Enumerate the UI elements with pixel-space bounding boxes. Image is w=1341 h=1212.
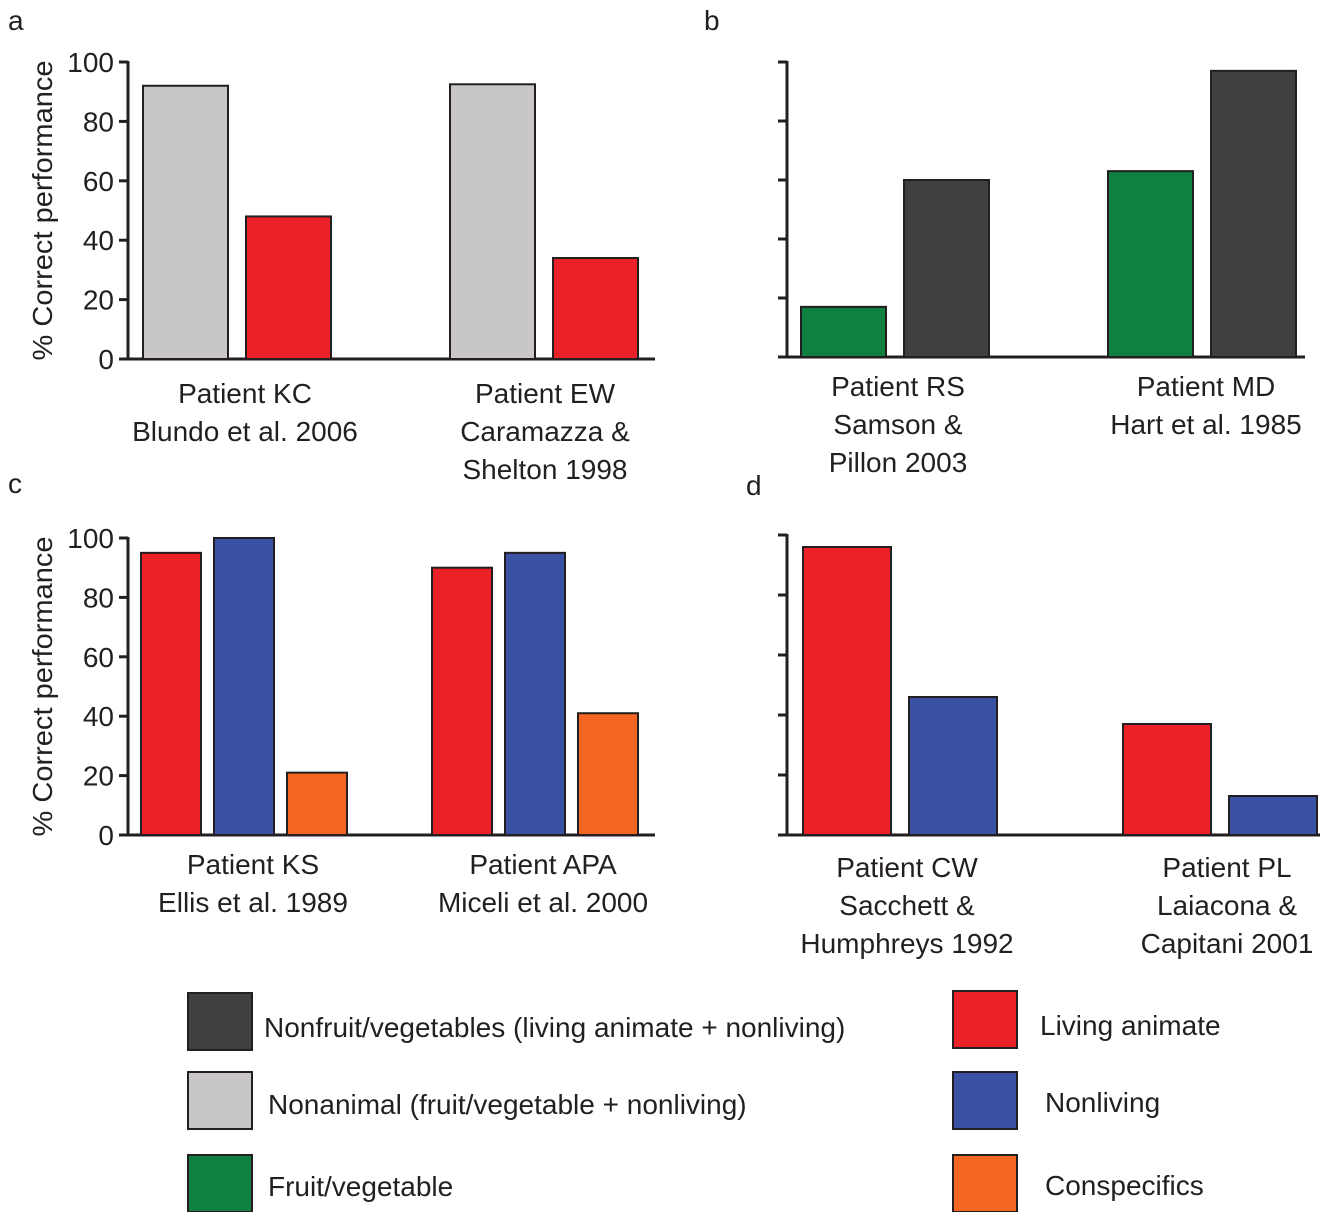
y-tick-label: 60 (83, 166, 114, 197)
group-label: Humphreys 1992 (800, 928, 1013, 959)
bar-conspecifics (286, 771, 348, 837)
group-label: Patient RS (831, 371, 965, 402)
group-label: Shelton 1998 (462, 454, 627, 485)
y-tick-label: 100 (67, 47, 114, 78)
group-label: Patient KC (178, 378, 312, 409)
group-label: Caramazza & (460, 416, 630, 447)
bar-nonanimal (449, 83, 536, 361)
y-tick-label: 60 (83, 642, 114, 673)
legend-swatch-nonliving (952, 1071, 1018, 1130)
y-tick-label: 0 (98, 344, 114, 375)
legend-label: Fruit/vegetable (268, 1171, 453, 1202)
bar-living-animate (552, 257, 639, 360)
panel-c: c 0 20 40 60 80 100 % Correct performance Patien… (8, 468, 655, 918)
y-axis-label: % Correct performance (27, 537, 58, 837)
bar-nonliving (504, 551, 566, 836)
group-label: Miceli et al. 2000 (438, 887, 648, 918)
bar-fruit-vegetable (800, 305, 887, 359)
panel-letter: d (746, 470, 762, 501)
y-tick-label: 40 (83, 225, 114, 256)
group-label: Patient EW (475, 378, 616, 409)
panel-d: d Patient CW Sacchett & Humphreys 1992 Patie… (746, 470, 1320, 959)
legend-swatch-conspecifics (952, 1154, 1018, 1212)
bar-nonfruit-vegetables (903, 179, 990, 358)
y-tick-label: 100 (67, 523, 114, 554)
y-axis-label: % Correct performance (27, 61, 58, 361)
y-tick-label: 0 (98, 820, 114, 851)
group-label: Laiacona & (1157, 890, 1297, 921)
bar-living-animate (140, 551, 202, 836)
legend: Nonfruit/vegetables (living animate + no… (187, 990, 1221, 1212)
y-tick-label: 20 (83, 761, 114, 792)
legend-swatch-fruit-vegetable (187, 1154, 253, 1212)
legend-label: Nonliving (1045, 1087, 1160, 1118)
panel-a: a 0 20 40 60 80 100 % Correct performance Patien… (8, 5, 655, 485)
bar-living-animate (245, 215, 332, 360)
bar-nonfruit-vegetables (1210, 69, 1297, 358)
group-label: Hart et al. 1985 (1110, 409, 1301, 440)
bar-nonanimal (142, 84, 229, 360)
legend-label: Conspecifics (1045, 1170, 1204, 1201)
legend-label: Nonanimal (fruit/vegetable + nonliving) (268, 1089, 747, 1120)
y-tick-label: 80 (83, 582, 114, 613)
group-label: Patient KS (187, 849, 319, 880)
y-tick-label: 20 (83, 285, 114, 316)
bar-conspecifics (577, 712, 639, 836)
group-label: Sacchett & (839, 890, 975, 921)
legend-swatch-nonfruit-vegetables (187, 992, 253, 1051)
group-label: Samson & (833, 409, 962, 440)
group-label: Pillon 2003 (829, 447, 968, 478)
panel-letter: a (8, 5, 24, 36)
panel-b: b Patient RS Samson & Pillon 2003 Patient MD… (704, 5, 1305, 478)
bar-living-animate (431, 566, 493, 836)
bar-nonliving (1228, 795, 1318, 836)
legend-swatch-living-animate (952, 990, 1018, 1049)
bar-living-animate (1122, 723, 1212, 836)
group-label: Blundo et al. 2006 (132, 416, 358, 447)
panel-letter: b (704, 5, 720, 36)
group-label: Capitani 2001 (1141, 928, 1314, 959)
group-label: Patient CW (836, 852, 978, 883)
group-label: Patient PL (1162, 852, 1291, 883)
bar-nonliving (213, 537, 275, 836)
bar-nonliving (908, 696, 998, 836)
legend-label: Living animate (1040, 1010, 1221, 1041)
y-tick-label: 40 (83, 701, 114, 732)
bar-fruit-vegetable (1107, 170, 1194, 358)
group-label: Ellis et al. 1989 (158, 887, 348, 918)
legend-swatch-nonanimal (187, 1071, 253, 1130)
group-label: Patient APA (469, 849, 617, 880)
legend-label: Nonfruit/vegetables (living animate + no… (264, 1012, 845, 1043)
bar-living-animate (802, 546, 892, 836)
panel-letter: c (8, 468, 22, 499)
group-label: Patient MD (1137, 371, 1276, 402)
y-tick-label: 80 (83, 106, 114, 137)
